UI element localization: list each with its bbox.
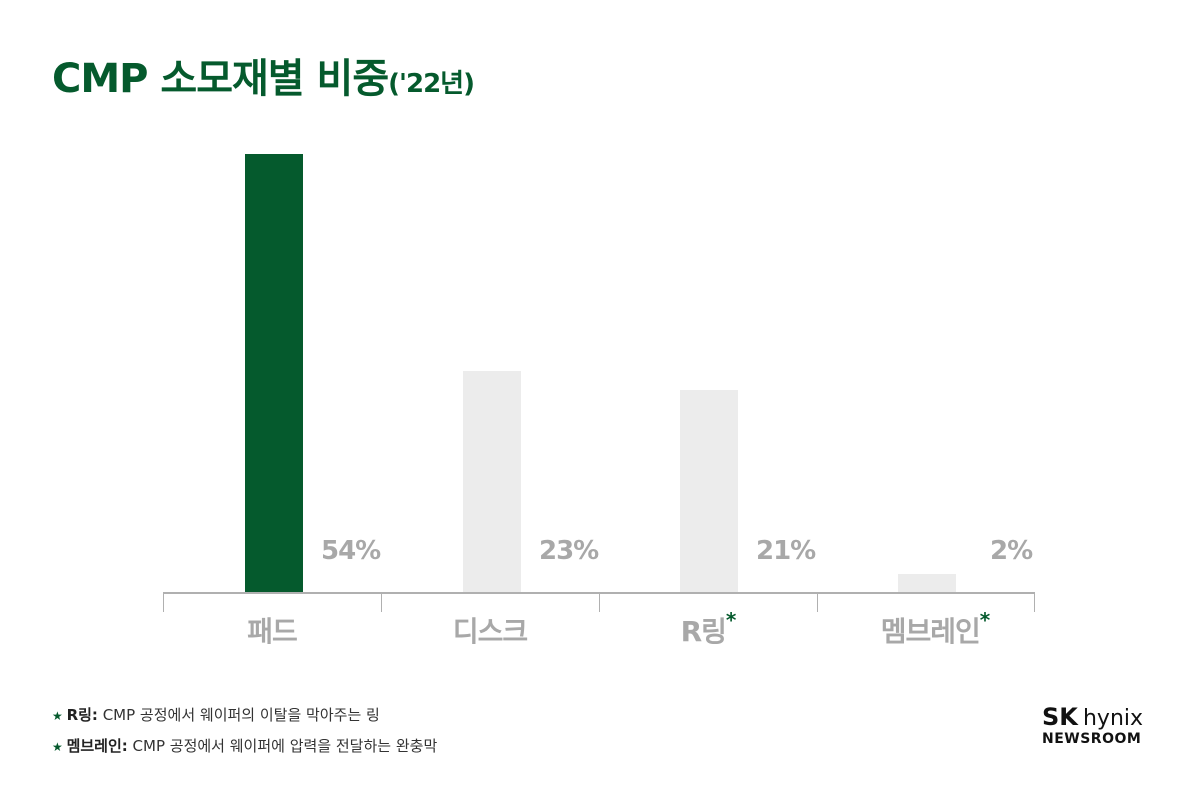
- category-rring: R링*: [680, 608, 737, 648]
- axis-tick: [163, 592, 164, 612]
- asterisk-icon: ★: [52, 740, 67, 754]
- title-year: ('22년): [388, 69, 475, 99]
- bar-pad: [245, 154, 303, 592]
- axis-tick: [1034, 592, 1035, 612]
- value-rring: 21%: [756, 536, 816, 566]
- category-membrane: 멤브레인*: [880, 608, 991, 648]
- category-pad: 패드: [247, 615, 298, 648]
- value-pad: 54%: [321, 536, 381, 566]
- bar-membrane: [898, 574, 956, 592]
- axis-tick: [599, 592, 600, 612]
- axis-tick: [817, 592, 818, 612]
- bar-rring: [680, 390, 738, 592]
- sk-hynix-newsroom-logo: SK hynix NEWSROOM: [1042, 703, 1144, 747]
- chart-title: CMP 소모재별 비중('22년): [52, 46, 475, 104]
- category-disc: 디스크: [452, 615, 528, 648]
- value-membrane: 2%: [990, 536, 1033, 566]
- footnote-rring: ★ R링: CMP 공정에서 웨이퍼의 이탈을 막아주는 링: [52, 706, 380, 724]
- axis-tick: [381, 592, 382, 612]
- asterisk-icon: *: [725, 608, 737, 632]
- title-main: CMP 소모재별 비중: [52, 56, 389, 102]
- value-disc: 23%: [539, 536, 599, 566]
- asterisk-icon: *: [979, 608, 991, 632]
- footnote-membrane: ★ 멤브레인: CMP 공정에서 웨이퍼에 압력을 전달하는 완충막: [52, 737, 438, 755]
- asterisk-icon: ★: [52, 709, 67, 723]
- bar-disc: [463, 371, 521, 592]
